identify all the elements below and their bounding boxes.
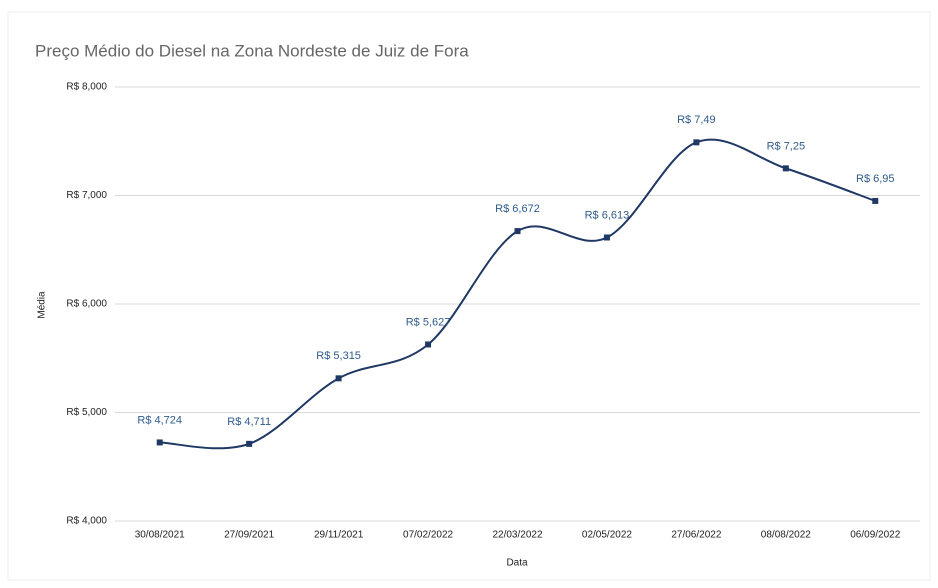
x-tick-label: 29/11/2021 [314,530,364,541]
value-label: R$ 7,25 [767,140,806,152]
x-tick-label: 22/03/2022 [492,530,542,541]
y-tick-label: R$ 8,000 [66,82,107,93]
y-axis-label: Média [37,291,48,319]
y-tick-label: R$ 6,000 [66,299,107,310]
point-marker [425,341,432,348]
point-marker [156,439,163,446]
point-marker [335,375,342,382]
x-tick-label: 27/09/2021 [224,530,274,541]
value-label: R$ 5,315 [316,350,361,362]
point-marker [782,165,789,172]
point-marker [603,234,610,241]
value-label: R$ 7,49 [677,114,716,126]
value-label: R$ 5,627 [406,316,451,328]
chart-title: Preço Médio do Diesel na Zona Nordeste d… [35,41,469,60]
point-marker [246,440,253,447]
value-label: R$ 4,711 [227,416,271,428]
x-tick-label: 08/08/2022 [761,530,811,541]
x-tick-label: 07/02/2022 [403,530,453,541]
value-label: R$ 4,724 [137,414,182,426]
value-label: R$ 6,672 [495,203,540,215]
x-tick-label: 27/06/2022 [671,530,721,541]
x-axis-label: Data [506,558,528,569]
y-tick-label: R$ 4,000 [66,516,107,527]
point-marker [872,197,879,204]
y-tick-label: R$ 7,000 [66,190,107,201]
point-marker [693,139,700,146]
point-marker [514,228,521,235]
value-label: R$ 6,95 [856,173,895,185]
value-label: R$ 6,613 [585,209,630,221]
x-tick-label: 02/05/2022 [582,530,632,541]
x-tick-label: 06/09/2022 [850,530,900,541]
y-tick-label: R$ 5,000 [66,407,107,418]
x-tick-label: 30/08/2021 [135,530,185,541]
chart-frame [7,11,931,581]
